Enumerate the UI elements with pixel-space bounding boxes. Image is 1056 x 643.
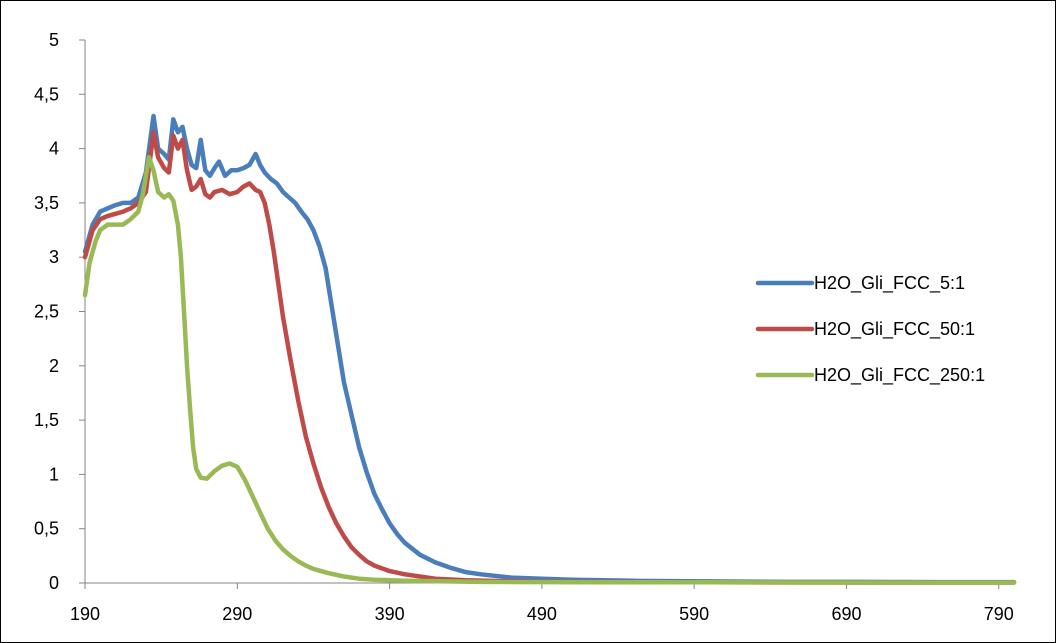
x-tick-label: 290 [222, 604, 252, 624]
y-tick-label: 0 [49, 573, 59, 593]
legend-label-3: H2O_Gli_FCC_250:1 [814, 365, 985, 386]
legend-label-2: H2O_Gli_FCC_50:1 [814, 319, 975, 340]
x-tick-label: 490 [527, 604, 557, 624]
y-tick-label: 3 [49, 247, 59, 267]
series-line-3 [82, 155, 1017, 585]
y-tick-label: 3,5 [34, 193, 59, 213]
series-layer [82, 113, 1017, 585]
y-tick-label: 0,5 [34, 519, 59, 539]
y-tick-label: 4 [49, 139, 59, 159]
y-tick-label: 1,5 [34, 410, 59, 430]
x-tick-label: 790 [984, 604, 1014, 624]
y-tick-label: 1 [49, 464, 59, 484]
y-tick-label: 2 [49, 356, 59, 376]
x-tick-label: 190 [70, 604, 100, 624]
legend-label-1: H2O_Gli_FCC_5:1 [814, 273, 965, 294]
y-tick-label: 2,5 [34, 302, 59, 322]
series-line-2 [82, 130, 1017, 585]
x-tick-label: 390 [375, 604, 405, 624]
legend: H2O_Gli_FCC_5:1 H2O_Gli_FCC_50:1 H2O_Gli_F… [755, 273, 985, 386]
y-tick-label: 5 [49, 30, 59, 50]
axes: 0 0,5 1 1,5 2 2,5 3 3,5 4 4,5 5 190 290 390 490 590 690 7… [34, 30, 1014, 624]
series-line-1 [82, 113, 1017, 585]
x-tick-label: 590 [679, 604, 709, 624]
x-tick-label: 690 [831, 604, 861, 624]
y-tick-label: 4,5 [34, 84, 59, 104]
